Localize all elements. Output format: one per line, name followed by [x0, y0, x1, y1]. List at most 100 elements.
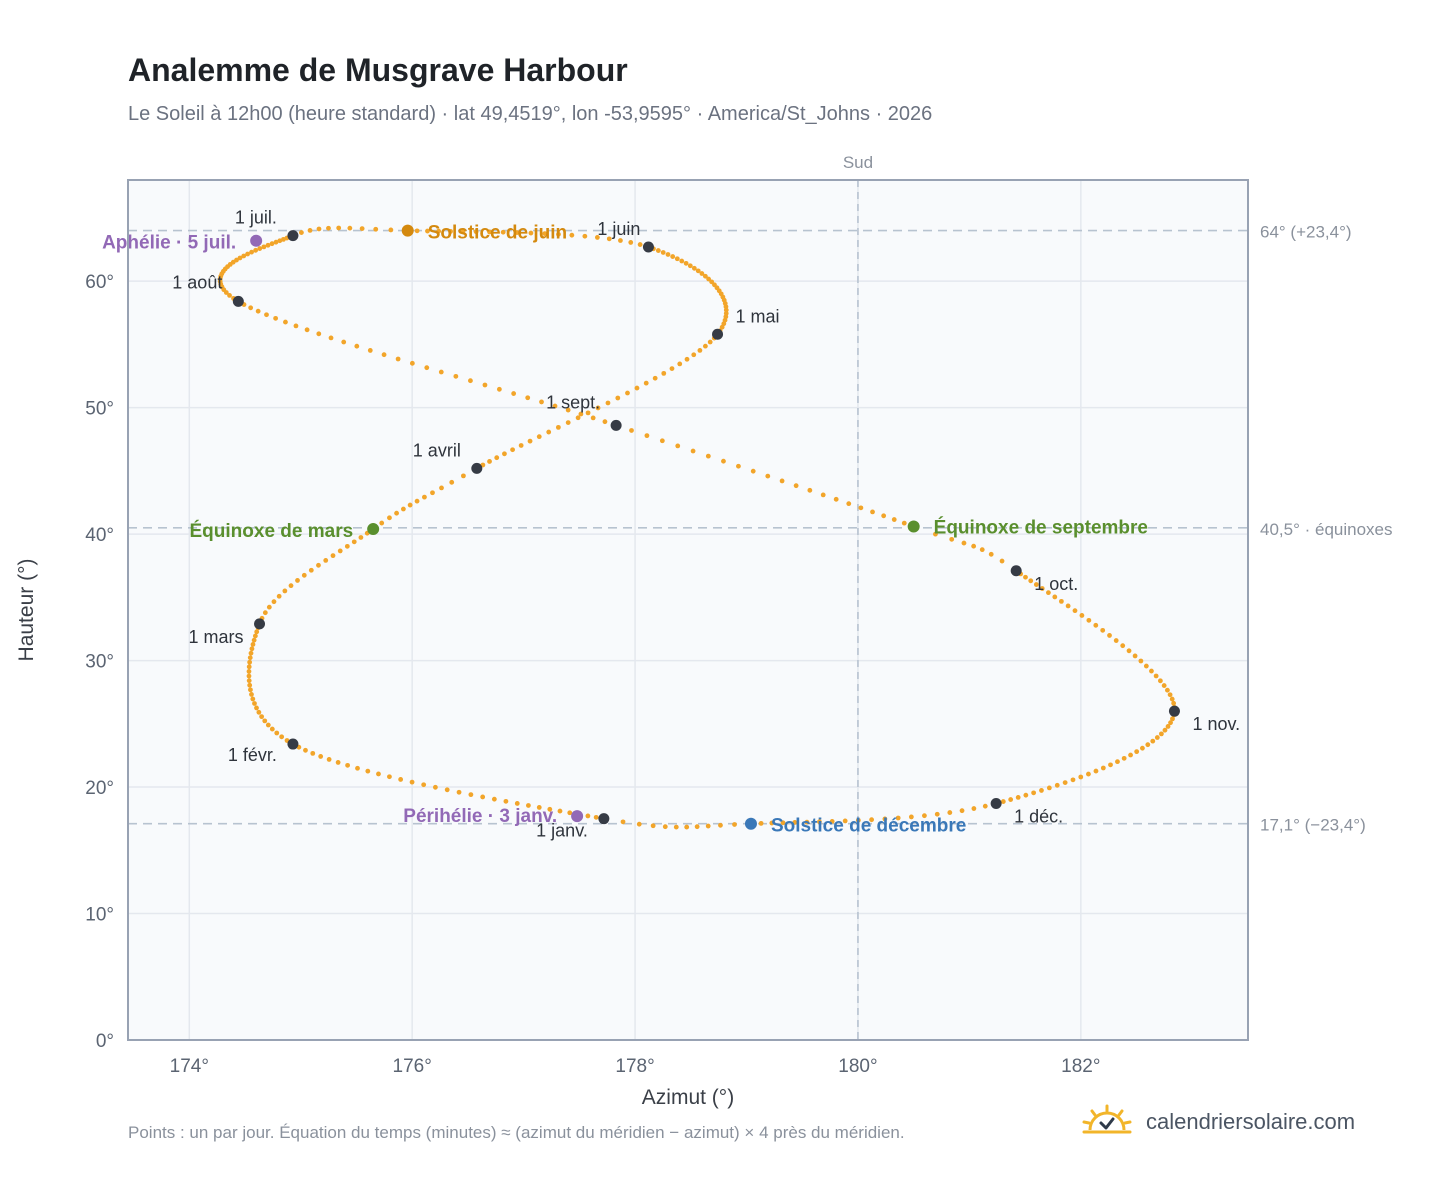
day-point: [316, 331, 322, 337]
day-point: [1086, 617, 1092, 623]
day-point: [432, 784, 438, 790]
day-point: [673, 824, 679, 830]
day-point: [269, 726, 275, 732]
day-point: [547, 806, 553, 812]
day-point: [709, 279, 715, 285]
day-point: [1100, 627, 1106, 633]
day-point: [473, 229, 479, 235]
month-label: 1 oct.: [1034, 574, 1078, 594]
month-marker: [232, 295, 244, 307]
day-point: [999, 558, 1005, 564]
day-point: [254, 629, 260, 635]
day-point: [387, 515, 392, 521]
reference-line-label: 40,5° · équinoxes: [1260, 520, 1393, 539]
day-point: [1113, 638, 1119, 643]
day-point: [846, 501, 852, 507]
day-point: [637, 242, 643, 247]
y-tick-label: 40°: [85, 525, 114, 546]
day-point: [615, 395, 621, 401]
day-point: [605, 400, 611, 406]
day-point: [652, 375, 658, 381]
day-point: [542, 231, 548, 237]
day-point: [833, 496, 839, 502]
day-point: [901, 520, 907, 526]
day-point: [304, 327, 310, 333]
day-point: [1046, 590, 1051, 596]
day-point: [250, 696, 256, 702]
month-label: 1 juin: [597, 219, 640, 239]
day-point: [1154, 735, 1160, 740]
day-point: [448, 228, 453, 234]
day-point: [594, 235, 600, 240]
chart-title: Analemme de Musgrave Harbour: [128, 52, 628, 88]
day-point: [1086, 771, 1091, 777]
day-point: [1150, 738, 1156, 744]
day-point: [279, 734, 285, 740]
day-point: [257, 246, 263, 251]
day-point: [1169, 696, 1175, 702]
day-point: [345, 762, 350, 768]
month-label: 1 nov.: [1192, 714, 1240, 734]
day-point: [424, 365, 430, 371]
day-point: [620, 819, 626, 825]
day-point: [326, 225, 331, 231]
day-point: [527, 438, 533, 444]
month-marker: [1168, 705, 1180, 717]
day-point: [1107, 633, 1112, 638]
day-point: [252, 633, 258, 639]
day-point: [869, 817, 875, 823]
day-point: [1058, 598, 1064, 604]
day-point: [1158, 731, 1164, 737]
day-point: [855, 817, 861, 823]
day-point: [988, 551, 994, 557]
day-point: [336, 225, 342, 231]
brand[interactable]: calendriersolaire.com: [1082, 1102, 1355, 1142]
day-point: [526, 803, 531, 808]
day-point: [487, 229, 492, 235]
day-point: [732, 822, 737, 827]
day-point: [1000, 799, 1006, 804]
day-point: [223, 290, 229, 295]
y-tick-label: 60°: [85, 272, 114, 293]
month-label: 1 juil.: [235, 208, 277, 228]
day-point: [421, 782, 427, 788]
day-point: [536, 805, 542, 810]
day-point: [414, 228, 420, 234]
day-point: [422, 494, 427, 500]
day-point: [1070, 777, 1076, 783]
day-point: [444, 787, 450, 793]
day-point: [674, 256, 680, 262]
day-point: [702, 273, 708, 279]
day-point: [247, 659, 253, 665]
day-point: [248, 650, 254, 656]
day-point: [655, 248, 661, 253]
x-tick-label: 174°: [170, 1056, 209, 1077]
day-point: [758, 820, 764, 826]
reference-line-label: 64° (+23,4°): [1260, 223, 1352, 242]
day-point: [687, 263, 693, 269]
day-point: [453, 373, 459, 379]
day-point: [1168, 720, 1173, 726]
month-label: 1 sept.: [546, 392, 600, 412]
day-point: [487, 459, 492, 464]
day-point: [409, 779, 415, 785]
day-point: [1145, 742, 1151, 748]
day-point: [1167, 692, 1173, 698]
day-point: [1170, 716, 1175, 722]
day-point: [247, 682, 253, 688]
day-point: [461, 473, 466, 479]
day-point: [1046, 785, 1052, 791]
day-point: [780, 820, 786, 826]
day-point: [659, 438, 665, 444]
day-point: [1108, 762, 1113, 768]
day-point: [699, 271, 705, 276]
day-point: [1039, 788, 1044, 793]
day-point: [1115, 759, 1120, 765]
event-label: Équinoxe de mars: [190, 520, 354, 542]
plot-frame: [127, 179, 1249, 1041]
month-label: 1 janv.: [536, 821, 588, 841]
day-point: [1062, 780, 1068, 786]
day-point: [425, 228, 430, 234]
day-point: [273, 239, 279, 245]
